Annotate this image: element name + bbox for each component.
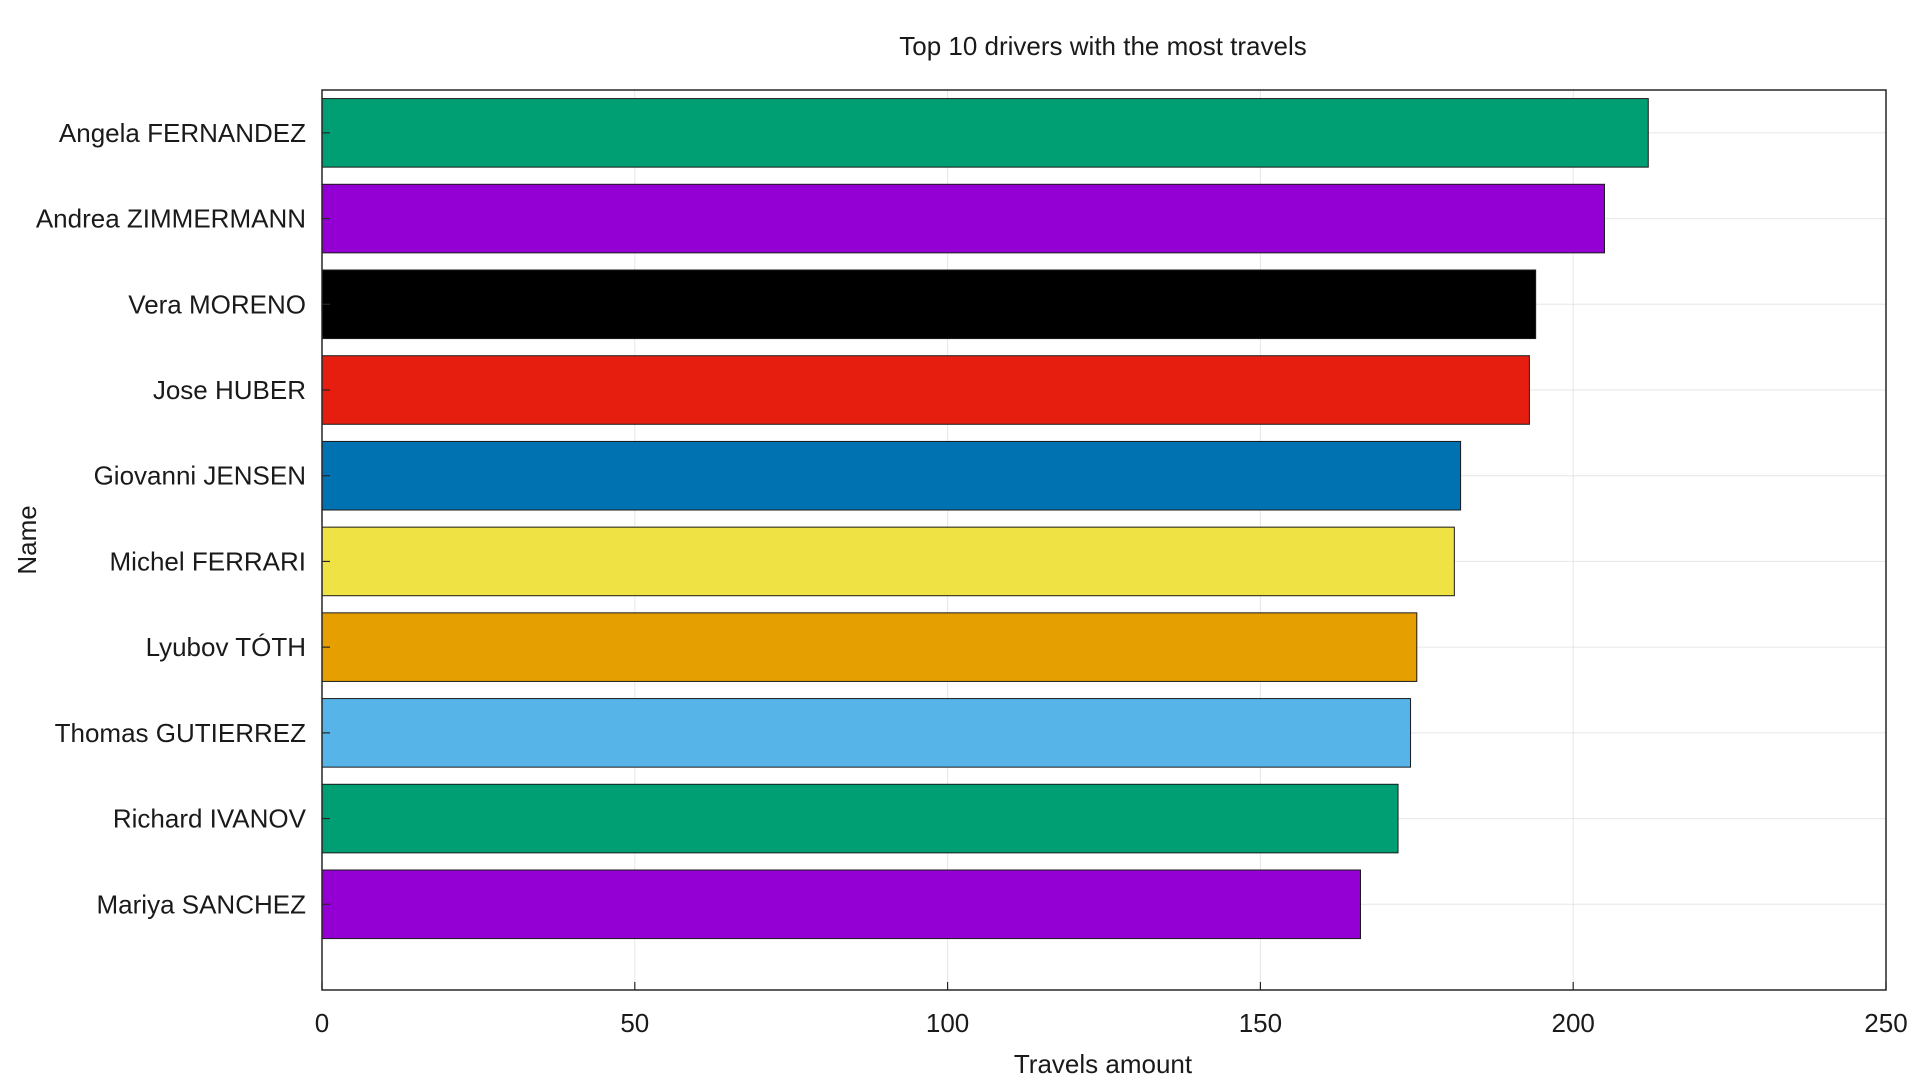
x-axis-label: Travels amount: [1014, 1049, 1193, 1079]
bar: [321, 783, 1399, 854]
x-tick-label: 0: [315, 1008, 329, 1038]
category-label: Andrea ZIMMERMANN: [36, 204, 306, 234]
category-label: Giovanni JENSEN: [94, 461, 306, 491]
x-tick-label: 150: [1239, 1008, 1282, 1038]
bar: [321, 869, 1361, 940]
x-tick-label: 200: [1552, 1008, 1595, 1038]
category-label: Mariya SANCHEZ: [97, 889, 307, 919]
x-tick-label: 100: [926, 1008, 969, 1038]
bar: [321, 183, 1605, 254]
bar: [321, 98, 1649, 168]
category-label: Richard IVANOV: [113, 804, 307, 834]
bar: [321, 269, 1537, 340]
category-label: Vera MORENO: [128, 289, 306, 319]
chart-title: Top 10 drivers with the most travels: [899, 31, 1307, 61]
y-axis-label: Name: [12, 505, 42, 574]
category-label: Thomas GUTIERREZ: [55, 718, 306, 748]
category-label: Jose HUBER: [153, 375, 306, 405]
x-tick-label: 250: [1864, 1008, 1907, 1038]
x-tick-labels: 0 50 100 150 200 250: [315, 982, 1908, 1038]
bar: [321, 526, 1455, 597]
plot-frame: [321, 89, 1887, 991]
bar: [321, 612, 1418, 682]
bar: [321, 440, 1462, 511]
bars: [321, 98, 1649, 940]
x-tick-label: 50: [620, 1008, 649, 1038]
bar: [321, 698, 1412, 768]
category-label: Angela FERNANDEZ: [59, 118, 306, 148]
bar: [321, 355, 1530, 425]
category-labels: Angela FERNANDEZ Andrea ZIMMERMANN Vera MO…: [36, 118, 330, 919]
category-label: Michel FERRARI: [110, 546, 306, 576]
category-label: Lyubov TÓTH: [146, 632, 306, 662]
